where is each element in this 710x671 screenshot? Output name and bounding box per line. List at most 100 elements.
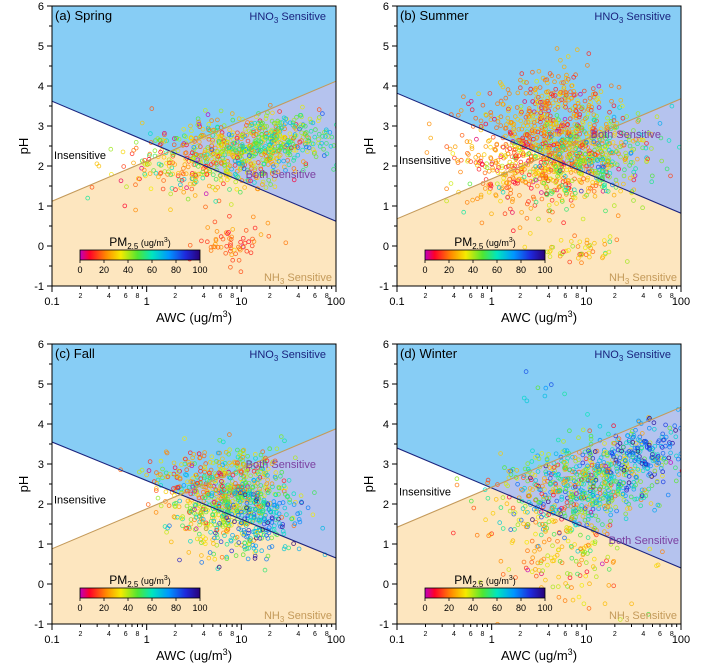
data-point [649,173,655,179]
data-point [631,484,637,490]
data-point [171,514,177,519]
data-point [585,111,591,117]
data-point [610,560,616,565]
colorbar-tick-label: 100 [192,603,207,613]
data-point [284,494,290,500]
data-point [526,139,532,145]
data-point [611,423,616,429]
data-point [145,502,151,507]
data-point [582,549,588,555]
data-point [219,149,224,155]
data-point [304,134,310,140]
data-point [213,487,219,492]
data-point [486,182,492,188]
data-point [452,144,458,150]
data-point [618,131,624,136]
data-point [518,104,524,109]
data-point [568,198,574,203]
data-point [494,125,499,130]
data-point [572,455,578,460]
data-point [252,225,258,231]
data-point [654,478,660,484]
data-point [242,530,248,535]
data-point [659,445,665,450]
data-point [553,180,558,186]
data-point [133,207,138,213]
x-minor-label: 6 [124,293,128,300]
data-point [561,220,566,226]
data-point [271,502,277,508]
data-point [635,466,641,472]
data-point [260,179,266,185]
data-point [253,548,259,554]
data-point [632,445,638,451]
data-point [537,464,543,470]
label-hno3-sensitive: HNO3 Sensitive [594,11,671,25]
data-point [149,106,155,111]
data-point [593,183,599,188]
colorbar-tick-label: 0 [77,265,82,275]
data-point [249,131,255,136]
data-point [334,162,336,168]
data-point [258,232,264,237]
data-point [295,152,301,158]
data-point [569,126,575,132]
data-point [659,462,665,468]
data-point [578,252,584,258]
data-point [281,546,287,552]
data-point [637,449,643,454]
data-point [610,159,615,165]
data-point [267,501,273,506]
data-point [253,506,258,512]
data-point [271,176,277,182]
data-point [285,493,291,499]
y-tick-label: 2 [383,161,389,173]
data-point [605,524,611,529]
data-point [251,130,256,135]
data-point [184,155,190,161]
data-point [265,162,271,167]
data-point [537,546,542,552]
data-point [226,132,232,137]
data-point [631,434,636,440]
data-point [124,184,129,190]
data-point [564,72,569,78]
data-point [252,556,258,561]
data-point [244,145,249,150]
panel-title: (d) Winter [400,346,458,361]
y-tick-label: 6 [38,339,44,351]
data-point [606,121,612,126]
data-point [593,91,598,97]
data-point [655,453,661,459]
data-point [205,507,210,513]
data-point [565,130,571,135]
data-point [518,77,523,83]
data-point [685,459,689,463]
data-point [205,225,211,230]
data-point [287,497,293,503]
data-point [450,151,456,156]
data-point [535,514,541,520]
data-point [235,487,241,493]
data-point [474,532,480,538]
data-point [552,93,558,98]
data-point [458,169,463,175]
data-point [603,480,608,485]
data-point [270,484,275,490]
data-point [485,480,490,486]
data-point [171,486,176,491]
data-point [576,124,581,129]
data-point [562,391,567,397]
data-point [253,451,258,457]
data-point [221,530,226,536]
data-point [509,199,515,204]
data-point [283,121,288,126]
x-minor-label: 6 [218,293,222,300]
data-point [227,127,232,133]
data-point [626,501,631,507]
data-point [500,84,506,90]
data-point [632,458,638,463]
data-point [310,147,316,152]
data-point [176,171,181,176]
data-point [321,147,326,152]
